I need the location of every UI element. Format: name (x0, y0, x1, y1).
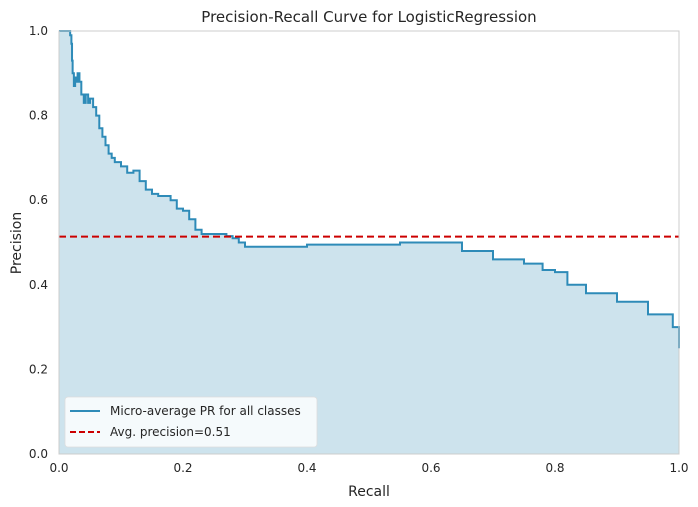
y-tick-label: 0.0 (29, 447, 48, 461)
y-axis-label: Precision (9, 212, 25, 274)
legend: Micro-average PR for all classes Avg. pr… (64, 396, 318, 448)
y-axis-ticks: 0.0 0.2 0.4 0.6 0.8 1.0 (29, 24, 48, 461)
x-tick-label: 0.4 (297, 461, 316, 475)
y-tick-label: 0.6 (29, 193, 48, 207)
x-tick-label: 0.8 (545, 461, 564, 475)
x-axis-ticks: 0.0 0.2 0.4 0.6 0.8 1.0 (49, 461, 688, 475)
x-tick-label: 1.0 (669, 461, 688, 475)
plot-frame (58, 30, 680, 455)
y-tick-label: 0.4 (29, 278, 48, 292)
y-tick-label: 1.0 (29, 24, 48, 38)
pr-area-fill (59, 31, 679, 454)
legend-label-avg-precision: Avg. precision=0.51 (110, 425, 231, 439)
legend-label-micro-average: Micro-average PR for all classes (110, 404, 301, 418)
x-axis-label: Recall (348, 484, 390, 500)
chart-title: Precision-Recall Curve for LogisticRegre… (201, 8, 536, 26)
x-tick-label: 0.6 (421, 461, 440, 475)
x-tick-label: 0.2 (173, 461, 192, 475)
legend-box (64, 396, 318, 448)
y-tick-label: 0.2 (29, 362, 48, 376)
y-tick-label: 0.8 (29, 109, 48, 123)
x-tick-label: 0.0 (49, 461, 68, 475)
pr-curve-line (59, 30, 680, 349)
